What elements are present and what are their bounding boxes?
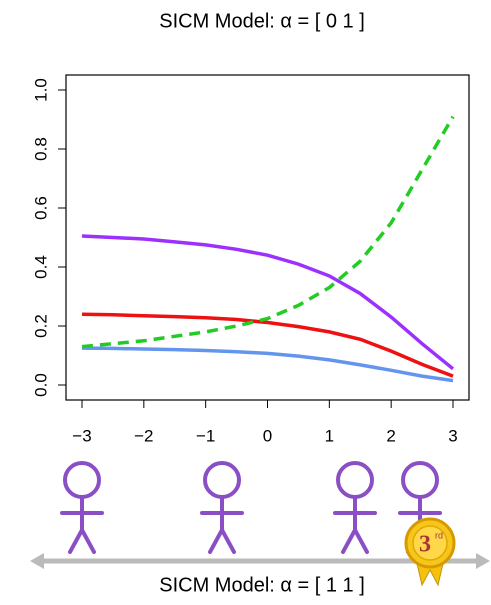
- head: [205, 463, 239, 497]
- x-tick-label: 3: [448, 426, 457, 445]
- y-tick-label: 0.0: [31, 373, 50, 397]
- caption: SICM Model: α = [ 1 1 ]: [159, 574, 365, 596]
- body: [202, 497, 242, 552]
- x-tick-label: −3: [72, 426, 91, 445]
- medal-number: 3: [419, 532, 431, 558]
- body: [335, 497, 375, 552]
- medal-suffix: rd: [435, 530, 443, 540]
- line: [82, 117, 453, 347]
- stick-figures: [62, 463, 440, 552]
- chart-title: SICM Model: α = [ 0 1 ]: [159, 10, 365, 32]
- y-tick-label: 0.2: [31, 314, 50, 338]
- head: [338, 463, 372, 497]
- body: [62, 497, 102, 552]
- x-tick-label: −2: [134, 426, 153, 445]
- y-tick-label: 0.6: [31, 196, 50, 220]
- y-tick-label: 0.4: [31, 255, 50, 279]
- head: [403, 463, 437, 497]
- chart: SICM Model: α = [ 0 1 ] 3 rd SICM Model:…: [0, 0, 491, 605]
- y-tick-label: 0.8: [31, 137, 50, 161]
- medal: 3 rd: [406, 519, 454, 585]
- y-tick-label: 1.0: [31, 78, 50, 102]
- head: [65, 463, 99, 497]
- x-tick-label: −1: [196, 426, 215, 445]
- x-tick-label: 2: [386, 426, 395, 445]
- x-tick-label: 1: [325, 426, 334, 445]
- x-tick-label: 0: [263, 426, 272, 445]
